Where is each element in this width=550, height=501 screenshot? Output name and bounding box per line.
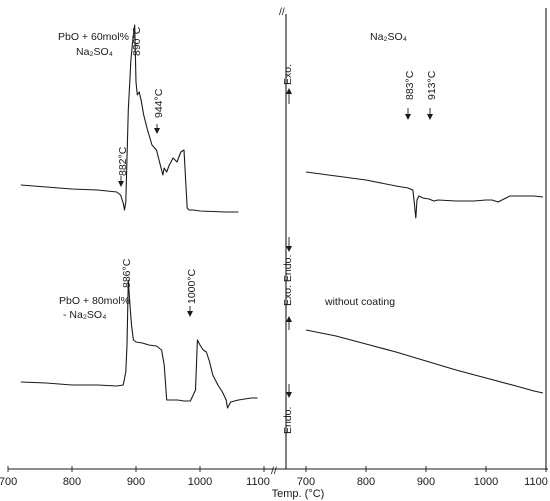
tick-label-700: 700 [297, 476, 315, 488]
annotation-arrowhead [405, 114, 411, 120]
exo-endo-label: Exo. Endo. [282, 255, 294, 306]
label-pbo60-line2: Na₂SO₄ [76, 46, 113, 58]
tick-label-1000: 1000 [474, 476, 498, 488]
endo-arrowhead [286, 246, 292, 252]
tick-labels-right: 700 800 900 1000 1100 [297, 476, 548, 488]
annotation-arrowhead [427, 114, 433, 120]
endo-bottom-label: Endo. [282, 407, 294, 434]
label-without-coating: without coating [324, 296, 395, 308]
exo-arrowhead [286, 88, 292, 94]
annotation-890: 890°C [131, 26, 143, 56]
label-pbo80-line2: - Na₂SO₄ [63, 309, 106, 321]
tick-label-800: 800 [63, 476, 81, 488]
exo-endo-markers: Exo. Exo. Endo. Endo. [282, 64, 294, 434]
annotation-1000: 1000°C [186, 268, 198, 304]
annotation-arrowhead [187, 311, 193, 317]
sample-labels: PbO + 60mol% - Na₂SO₄ PbO + 80mol% - Na₂… [58, 31, 407, 321]
tick-label-900: 900 [417, 476, 435, 488]
tick-label-700: 700 [0, 476, 17, 488]
label-na2so4: Na₂SO₄ [370, 31, 407, 43]
series-line-2 [20, 279, 258, 409]
tick-label-1100: 1100 [246, 476, 270, 488]
axis-breaks: // // [271, 6, 285, 477]
exo-label: Exo. [282, 64, 294, 85]
label-pbo80-line1: PbO + 80mol% [59, 295, 130, 307]
series-line-3 [305, 171, 544, 219]
traces [20, 24, 544, 409]
annotation-arrowhead [118, 181, 124, 187]
tick-labels-left: 700 800 900 1000 1100 [0, 476, 270, 488]
x-axis-label: Temp. (°C) [272, 488, 325, 500]
series-line-4 [305, 329, 544, 394]
annotation-886: 886°C [121, 258, 133, 288]
tick-label-1100: 1100 [524, 476, 548, 488]
tick-label-800: 800 [357, 476, 375, 488]
annotation-arrowhead [154, 128, 160, 134]
tick-label-900: 900 [127, 476, 145, 488]
top-break-mark: // [279, 6, 285, 18]
annotation-944: 944°C [153, 88, 165, 118]
temperature-annotations: 882°C 890°C 944°C 886°C 1000°C 883°C 913… [117, 26, 438, 317]
annotation-882: 882°C [117, 146, 129, 176]
annotation-913: 913°C [426, 70, 438, 100]
series-line-1 [20, 24, 239, 213]
axes-frame [7, 8, 548, 472]
bottom-break-mark: // [271, 465, 277, 477]
endo-arrowhead-2 [286, 392, 292, 398]
exo-arrowhead-2 [286, 316, 292, 322]
tick-label-1000: 1000 [188, 476, 212, 488]
annotation-883: 883°C [404, 70, 416, 100]
label-pbo60-line1: PbO + 60mol% - [58, 31, 136, 43]
